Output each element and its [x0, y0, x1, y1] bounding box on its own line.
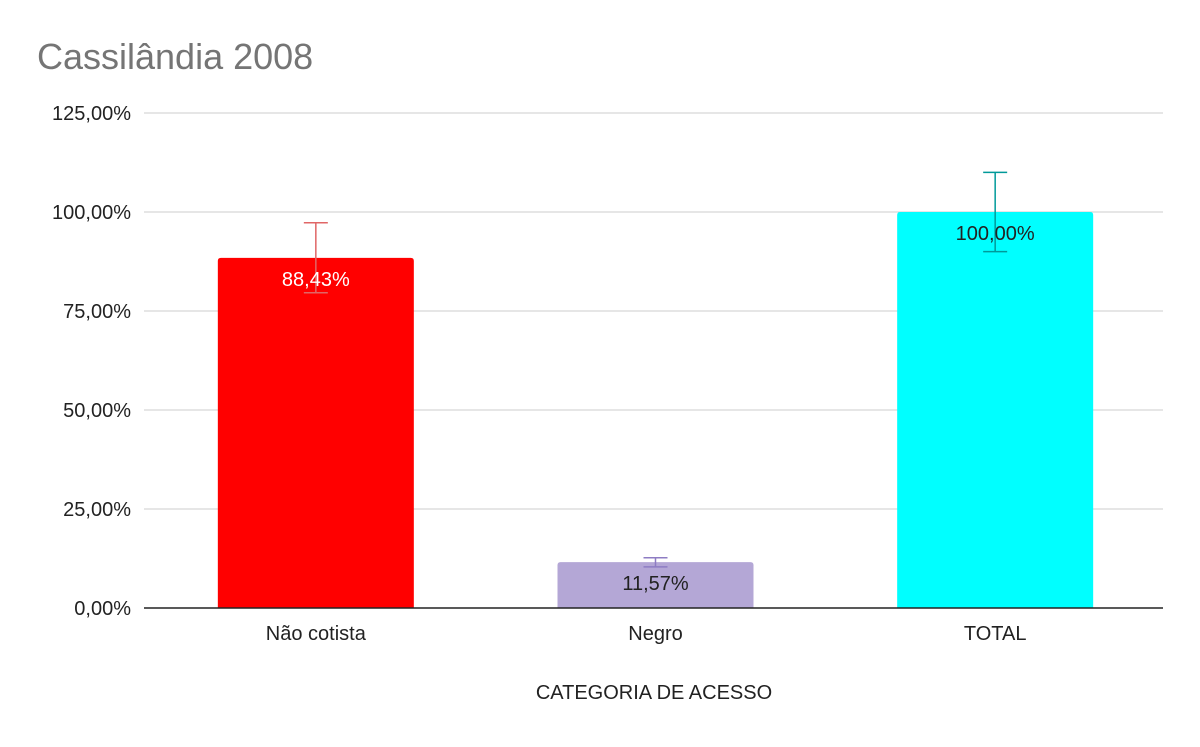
y-tick-label: 75,00% [63, 301, 131, 323]
data-labels: 88,43% 11,57% 100,00% [282, 223, 1035, 595]
y-tick-label: 100,00% [52, 202, 131, 224]
y-tick-label: 125,00% [52, 103, 131, 125]
bar [897, 212, 1094, 608]
error-bars [303, 171, 1008, 568]
y-tick-label: 50,00% [63, 400, 131, 422]
x-tick-label: TOTAL [964, 623, 1027, 645]
data-label: 100,00% [956, 223, 1035, 245]
data-label: 11,57% [622, 573, 689, 595]
y-tick-label: 0,00% [74, 598, 131, 620]
bars [217, 212, 1094, 608]
bar [557, 562, 754, 608]
x-tick-label: Negro [628, 623, 682, 645]
chart-title: Cassilândia 2008 [37, 36, 313, 77]
bar [217, 257, 414, 608]
y-tick-label: 25,00% [63, 499, 131, 521]
x-axis-title: CATEGORIA DE ACESSO [536, 682, 772, 704]
y-axis-tick-labels: 0,00% 25,00% 50,00% 75,00% 100,00% 125,00% [52, 103, 131, 620]
data-label: 88,43% [282, 269, 350, 291]
x-axis-tick-labels: Não cotista Negro TOTAL [266, 623, 1027, 645]
x-tick-label: Não cotista [266, 623, 367, 645]
